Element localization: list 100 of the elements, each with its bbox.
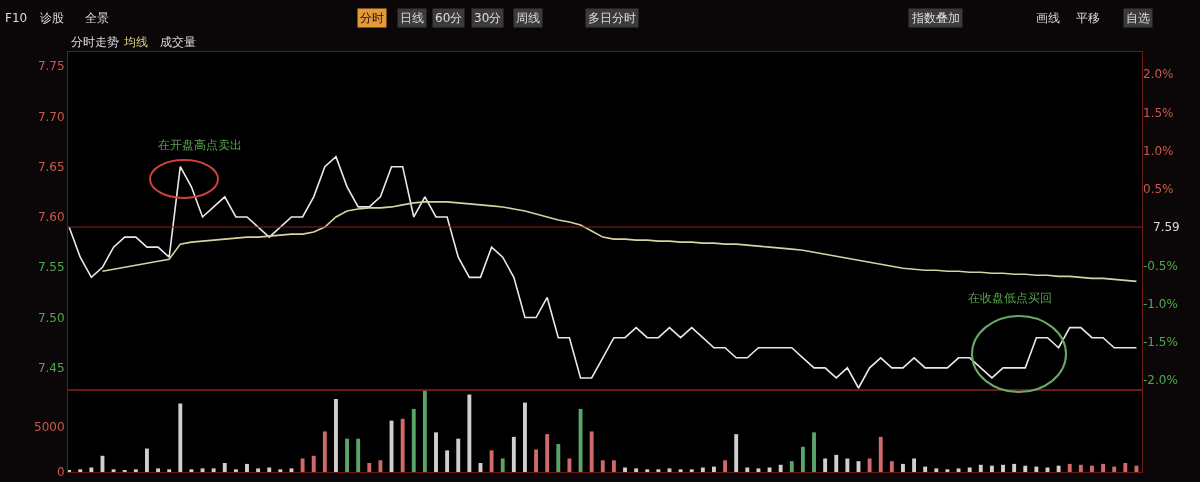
ref-line-label: 7.59 bbox=[1153, 220, 1180, 234]
bar bbox=[1056, 465, 1061, 472]
text: 指数叠加 bbox=[911, 11, 960, 25]
bar bbox=[545, 434, 550, 472]
y2-tick-label: 2.0% bbox=[1143, 67, 1174, 82]
y2-tick-label: 1.0% bbox=[1143, 143, 1174, 158]
bar bbox=[934, 468, 939, 472]
bar bbox=[945, 469, 950, 472]
bar bbox=[978, 464, 983, 472]
y-tick-label: 7.55 bbox=[37, 260, 65, 275]
text: 自选 bbox=[1126, 11, 1150, 25]
bar bbox=[745, 467, 750, 472]
bar bbox=[211, 468, 216, 472]
text: 成交量 bbox=[160, 35, 196, 49]
bar bbox=[611, 460, 616, 472]
bar bbox=[111, 469, 116, 472]
y-tick-label: 7.75 bbox=[37, 59, 65, 74]
text: 分时走势 bbox=[71, 35, 119, 49]
bar bbox=[534, 449, 539, 472]
bar bbox=[1123, 462, 1128, 472]
bar bbox=[589, 431, 594, 472]
line-series bbox=[68, 155, 1138, 389]
bar bbox=[834, 454, 839, 472]
text: 60分 bbox=[435, 11, 463, 25]
text: 周线 bbox=[516, 11, 540, 25]
line-series bbox=[101, 201, 1138, 283]
bar bbox=[322, 431, 327, 472]
bar bbox=[889, 461, 894, 472]
bar bbox=[812, 432, 816, 472]
bar bbox=[78, 469, 83, 472]
bar bbox=[1001, 464, 1005, 472]
text: 30分 bbox=[474, 11, 502, 25]
bar bbox=[600, 460, 605, 472]
bar bbox=[1090, 465, 1094, 472]
bar bbox=[467, 394, 472, 472]
bar bbox=[967, 467, 972, 472]
bar bbox=[756, 468, 761, 472]
bar bbox=[156, 468, 160, 472]
bar bbox=[189, 469, 194, 472]
y-tick-label: 7.65 bbox=[37, 159, 65, 174]
bar bbox=[567, 458, 572, 472]
bar bbox=[800, 446, 805, 472]
y2-tick-label: -1.0% bbox=[1143, 296, 1178, 311]
bar bbox=[400, 418, 405, 472]
bar bbox=[1101, 463, 1106, 472]
bar bbox=[556, 444, 561, 472]
bar bbox=[1034, 466, 1039, 472]
text: F10 bbox=[5, 11, 28, 25]
y-tick-label: 7.50 bbox=[37, 310, 65, 325]
bar bbox=[523, 402, 527, 472]
bar bbox=[901, 463, 905, 472]
bar bbox=[1078, 464, 1083, 472]
bar bbox=[233, 469, 238, 472]
bar bbox=[823, 458, 828, 472]
bar bbox=[445, 450, 450, 472]
bar bbox=[912, 458, 917, 472]
bar bbox=[778, 464, 783, 472]
y2-tick-label: -1.5% bbox=[1143, 335, 1178, 350]
annotation: 在收盘低点买回 bbox=[968, 291, 1052, 305]
y-tick-label: 7.60 bbox=[37, 210, 65, 225]
bar bbox=[89, 467, 94, 472]
bar bbox=[878, 436, 883, 472]
text: 全景 bbox=[85, 11, 109, 25]
bar bbox=[645, 469, 650, 472]
y-tick-label: 0 bbox=[56, 465, 65, 480]
bar bbox=[867, 458, 872, 472]
bar bbox=[267, 467, 272, 472]
bar bbox=[222, 462, 227, 472]
bar bbox=[133, 469, 138, 472]
bar bbox=[345, 438, 350, 472]
bar bbox=[167, 469, 172, 472]
bar bbox=[434, 432, 438, 472]
bar bbox=[334, 399, 338, 472]
bar bbox=[500, 458, 505, 472]
text: 日线 bbox=[400, 11, 424, 25]
text: 均线 bbox=[123, 35, 148, 49]
y-tick-label: 7.70 bbox=[37, 109, 65, 124]
bar bbox=[723, 460, 728, 472]
bar bbox=[378, 460, 383, 472]
bar bbox=[278, 469, 283, 472]
bar bbox=[923, 466, 928, 472]
text: 分时 bbox=[360, 11, 384, 25]
bar bbox=[712, 466, 716, 472]
bar bbox=[1012, 463, 1017, 472]
bar bbox=[367, 462, 372, 472]
y2-tick-label: 1.5% bbox=[1143, 105, 1174, 120]
bar bbox=[489, 450, 494, 472]
bar bbox=[845, 458, 850, 472]
bar bbox=[789, 461, 794, 472]
bar bbox=[623, 467, 627, 472]
bar bbox=[311, 455, 316, 472]
y2-tick-label: 0.5% bbox=[1143, 182, 1174, 197]
bar bbox=[656, 469, 661, 472]
bar bbox=[734, 434, 739, 472]
y2-tick-label: -0.5% bbox=[1143, 258, 1178, 273]
annotation: 在开盘高点卖出 bbox=[158, 138, 242, 152]
bar bbox=[178, 403, 183, 472]
bar bbox=[989, 465, 994, 472]
bar bbox=[456, 438, 461, 472]
bar bbox=[1067, 463, 1072, 472]
